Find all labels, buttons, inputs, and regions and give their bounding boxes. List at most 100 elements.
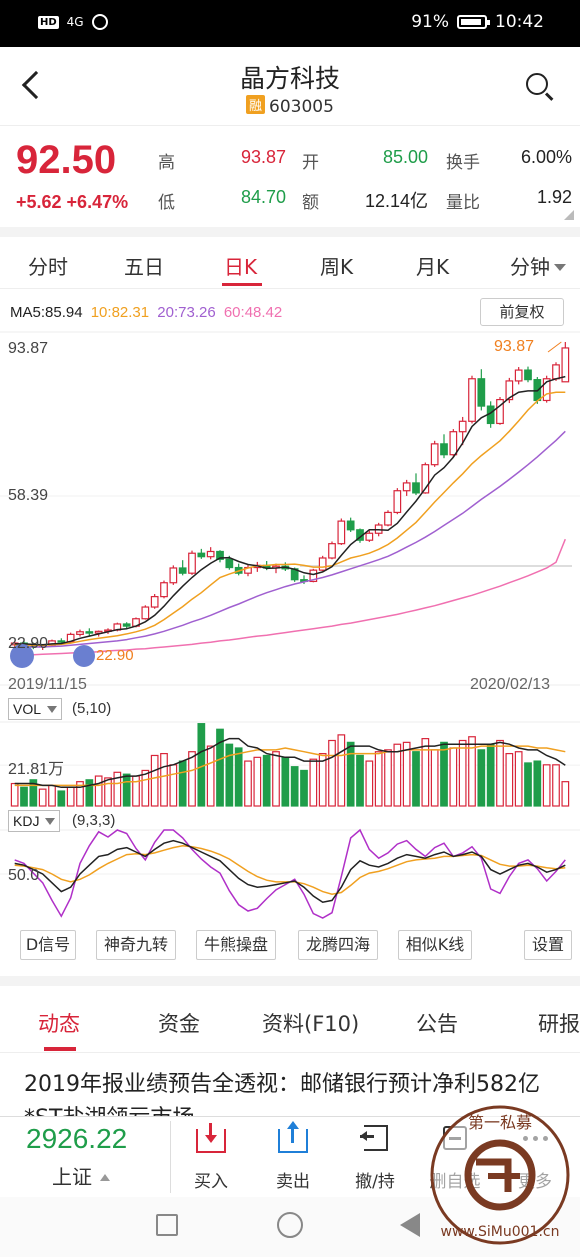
stat-label-low: 低	[158, 193, 175, 213]
stat-label-high: 高	[158, 153, 175, 173]
tab-funds[interactable]: 资金	[158, 1012, 200, 1036]
expand-corner-icon[interactable]	[564, 210, 574, 220]
tab-news[interactable]: 动态	[38, 1012, 80, 1036]
stat-value-high: 93.87	[240, 147, 286, 167]
volume-bar-down	[356, 754, 364, 807]
candle-up	[468, 378, 476, 422]
candle-up	[337, 520, 346, 545]
volume-bar-down	[486, 743, 495, 807]
volume-bar-down	[234, 747, 243, 807]
kdj-indicator-select[interactable]: KDJ	[8, 810, 61, 832]
kline-chart[interactable]	[0, 290, 580, 930]
tab-daily-k[interactable]: 日K	[224, 255, 258, 279]
candle-up	[421, 464, 430, 494]
candle-up	[449, 431, 458, 456]
volume-bar-up	[561, 781, 570, 807]
low-marker-label: 22.90	[96, 647, 134, 664]
stock-code: 603005	[269, 97, 334, 117]
high-marker-line	[547, 341, 562, 353]
candle-down	[524, 369, 532, 381]
chevron-down-icon	[554, 264, 566, 271]
period-tabs: 分时 五日 日K 周K 月K 分钟	[0, 237, 580, 289]
candle-down	[346, 520, 355, 531]
kdj-ref-label: 50.0	[8, 867, 40, 884]
tab-weekly-k[interactable]: 周K	[320, 255, 354, 279]
volume-indicator-select[interactable]: VOL	[8, 698, 63, 720]
volume-ma5-line	[14, 737, 566, 789]
y-label-mid: 58.39	[8, 487, 49, 504]
tab-research[interactable]: 研报	[538, 1012, 580, 1036]
sell-label: 卖出	[276, 1172, 310, 1192]
signal-icon: 4G	[66, 15, 84, 29]
candle-down	[85, 631, 94, 634]
tab-intraday[interactable]: 分时	[28, 255, 68, 279]
volume-bar-up	[160, 752, 168, 807]
stat-label-volume-ratio: 量比	[446, 193, 480, 213]
candle-up	[384, 511, 392, 526]
stat-value-amount: 12.14亿	[364, 191, 428, 211]
candle-up	[552, 364, 560, 380]
volume-bar-up	[328, 739, 336, 807]
watermark-seal: 第一私募 www.SiMu001.cn	[430, 1105, 570, 1245]
candle-up	[309, 569, 318, 583]
volume-bar-down	[281, 756, 290, 807]
volume-bar-up	[393, 743, 402, 807]
cancel-hold-icon	[360, 1123, 390, 1153]
sell-button[interactable]: 卖出	[258, 1121, 328, 1192]
tab-minute[interactable]: 分钟	[510, 251, 566, 280]
divider	[0, 227, 580, 237]
tool-bull-bear-button[interactable]: 牛熊操盘	[196, 930, 276, 960]
buy-button[interactable]: 买入	[176, 1123, 246, 1192]
kdj-indicator-label: KDJ	[13, 813, 40, 829]
y-label-low: 22.90	[8, 635, 49, 652]
volume-bar-down	[122, 773, 131, 807]
adjust-mode-button[interactable]: 前复权	[480, 298, 564, 326]
candle-down	[412, 482, 420, 494]
buy-icon	[196, 1123, 226, 1153]
tool-dragon-button[interactable]: 龙腾四海	[298, 930, 378, 960]
settings-button[interactable]: 设置	[524, 930, 572, 960]
tab-minute-label: 分钟	[510, 255, 550, 279]
recent-apps-icon[interactable]	[156, 1214, 178, 1236]
last-price: 92.50	[16, 138, 117, 182]
ma-legend: MA5:85.94 10:82.31 20:73.26 60:48.42	[10, 304, 286, 321]
tool-d-signal-button[interactable]: D信号	[20, 930, 76, 960]
volume-bar-up	[38, 788, 47, 807]
chevron-down-icon	[47, 706, 58, 713]
volume-bar-up	[421, 738, 430, 807]
tab-monthly-k[interactable]: 月K	[416, 255, 450, 279]
volume-bar-down	[29, 779, 38, 807]
stock-code-row: 融 603005	[0, 95, 580, 117]
index-selector[interactable]: 上证	[52, 1161, 110, 1190]
volume-bar-up	[141, 769, 150, 807]
volume-bar-up	[542, 764, 551, 807]
candle-up	[561, 347, 570, 383]
tool-magic-nine-button[interactable]: 神奇九转	[96, 930, 176, 960]
volume-bar-down	[412, 751, 420, 807]
volume-bar-down	[85, 779, 94, 807]
nav-back-icon[interactable]	[400, 1213, 420, 1237]
volume-bar-up	[66, 786, 75, 807]
news-headline[interactable]: 2019年报业绩预告全透视：邮储银行预计净利582亿 *ST盐湖领亏市场	[24, 1072, 540, 1118]
candle-up	[542, 378, 551, 402]
volume-bar-up	[206, 745, 215, 807]
volume-bar-up	[188, 751, 196, 807]
volume-bar-up	[113, 771, 122, 807]
candle-down	[178, 567, 187, 574]
search-icon[interactable]	[526, 73, 554, 101]
tab-announcements[interactable]: 公告	[416, 1012, 458, 1036]
battery-icon	[457, 15, 490, 29]
tab-f10[interactable]: 资料(F10)	[262, 1012, 360, 1036]
active-tab-underline	[222, 283, 262, 286]
volume-bar-down	[20, 786, 28, 807]
home-icon[interactable]	[277, 1212, 303, 1238]
volume-bar-down	[178, 760, 187, 807]
tool-similar-k-button[interactable]: 相似K线	[398, 930, 472, 960]
tab-five-day[interactable]: 五日	[124, 255, 164, 279]
volume-bar-down	[197, 723, 206, 807]
kdj-d-line	[14, 845, 566, 895]
legend-ma5: MA5:85.94	[10, 304, 83, 321]
cancel-hold-button[interactable]: 撤/持	[340, 1123, 410, 1192]
index-value[interactable]: 2926.22	[26, 1123, 128, 1154]
kdj-k-line	[14, 839, 566, 903]
